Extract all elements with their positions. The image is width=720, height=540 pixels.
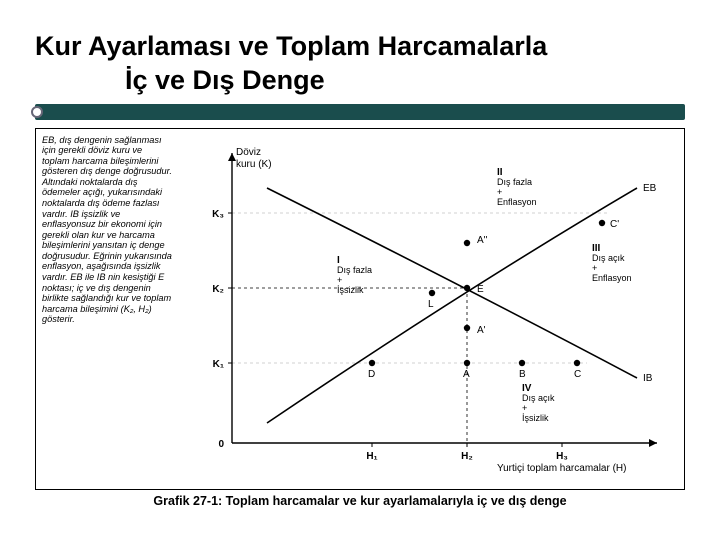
svg-text:İşsizlik: İşsizlik [522,413,549,423]
svg-text:K₁: K₁ [213,359,224,370]
svg-text:Dış açık: Dış açık [522,393,555,403]
figure-box: EB, dış dengenin sağlanması için gerekli… [35,128,685,490]
svg-text:EB: EB [643,183,657,194]
svg-text:Dış fazla: Dış fazla [337,265,372,275]
svg-text:K₂: K₂ [212,284,224,295]
figure-side-paragraph: EB, dış dengenin sağlanması için gerekli… [42,135,172,325]
svg-text:Yurtiçi toplam harcamalar (H): Yurtiçi toplam harcamalar (H) [497,463,626,474]
svg-text:0: 0 [218,439,224,450]
figure-caption: Grafik 27-1: Toplam harcamalar ve kur ay… [35,494,685,508]
svg-text:+: + [337,275,342,285]
svg-text:A': A' [477,325,486,336]
svg-text:A: A [463,369,470,380]
svg-text:Dış fazla: Dış fazla [497,177,532,187]
svg-text:kuru (K): kuru (K) [236,159,272,170]
title-underline [35,104,685,120]
title-line-1: Kur Ayarlaması ve Toplam Harcamalarla [35,30,685,64]
svg-text:C: C [574,369,581,380]
svg-text:D: D [368,369,375,380]
svg-text:L: L [428,299,434,310]
svg-text:Dış açık: Dış açık [592,253,625,263]
slide-title: Kur Ayarlaması ve Toplam Harcamalarla İç… [35,30,685,98]
svg-text:+: + [592,263,597,273]
slide: Kur Ayarlaması ve Toplam Harcamalarla İç… [0,0,720,540]
svg-text:H₃: H₃ [556,451,568,462]
svg-text:H₁: H₁ [366,451,377,462]
svg-text:B: B [519,369,526,380]
chart-area: Dövizkuru (K) Yurtiçi toplam harcamalar (… [176,133,678,483]
svg-text:Enflasyon: Enflasyon [592,273,632,283]
svg-text:Enflasyon: Enflasyon [497,197,537,207]
svg-text:A'': A'' [477,235,488,246]
chart-svg: Dövizkuru (K) Yurtiçi toplam harcamalar (… [176,133,678,483]
svg-text:+: + [522,403,527,413]
svg-text:Döviz: Döviz [236,147,261,158]
svg-text:IB: IB [643,373,653,384]
svg-text:E: E [477,284,484,295]
svg-text:K₃: K₃ [212,209,224,220]
svg-text:H₂: H₂ [461,451,473,462]
svg-text:C': C' [610,219,619,230]
title-line-2: İç ve Dış Denge [35,64,685,98]
svg-text:+: + [497,187,502,197]
svg-text:İşsizlik: İşsizlik [337,285,364,295]
